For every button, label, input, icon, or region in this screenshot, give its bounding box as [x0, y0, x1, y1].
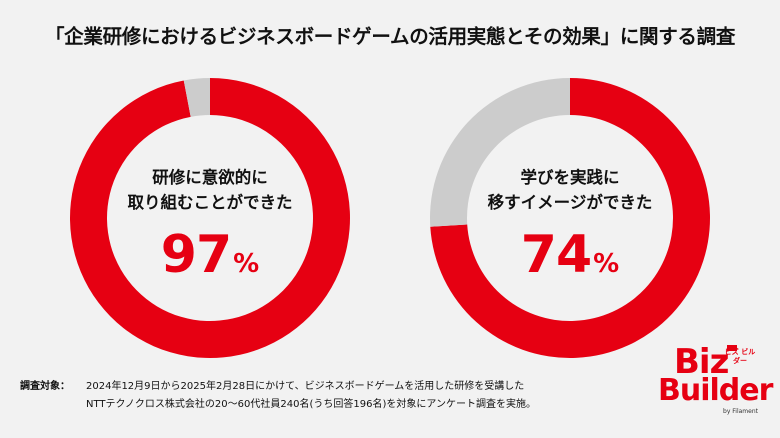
chart-2-label-line-1: 学びを実践に: [520, 168, 620, 187]
chart-2-percentage: 74%: [450, 229, 690, 281]
footnote-key: 調査対象：: [20, 381, 70, 392]
chart-2-unit: %: [593, 249, 620, 279]
survey-footnote: 調査対象： 2024年12月9日から2025年2月28日にかけて、ビジネスボード…: [20, 378, 536, 414]
logo-tag: ビズ ビルダー: [724, 348, 756, 365]
chart-1-label-line-1: 研修に意欲的に: [152, 168, 268, 187]
logo-builder: Builder: [658, 373, 773, 408]
logo-byline: by Filament: [723, 408, 758, 415]
chart-2-slice-remainder: [430, 78, 570, 227]
chart-1-center: 研修に意欲的に 取り組むことができた 97%: [90, 165, 330, 281]
chart-2-center: 学びを実践に 移すイメージができた 74%: [450, 165, 690, 281]
chart-2-value: 74: [520, 225, 592, 285]
page-title: 「企業研修におけるビジネスボードゲームの活用実態とその効果」に関する調査: [44, 25, 736, 48]
footnote-line-2: NTTテクノクロス株式会社の20～60代社員240名(うち回答196名)を対象に…: [86, 399, 536, 410]
chart-1-label-line-2: 取り組むことができた: [127, 193, 293, 212]
footnote-line-1: 2024年12月9日から2025年2月28日にかけて、ビジネスボードゲームを活用…: [86, 381, 525, 392]
chart-1-slice-remainder: [183, 78, 210, 117]
chart-1-value: 97: [160, 225, 232, 285]
chart-2-label-line-2: 移すイメージができた: [487, 193, 653, 212]
logo-cube-icon: [727, 345, 737, 351]
chart-1-unit: %: [233, 249, 260, 279]
bizbuilder-logo: Biz ビズ ビルダー Builder by Filament: [658, 342, 773, 425]
logo-biz: Biz: [674, 342, 729, 382]
chart-1-percentage: 97%: [90, 229, 330, 281]
